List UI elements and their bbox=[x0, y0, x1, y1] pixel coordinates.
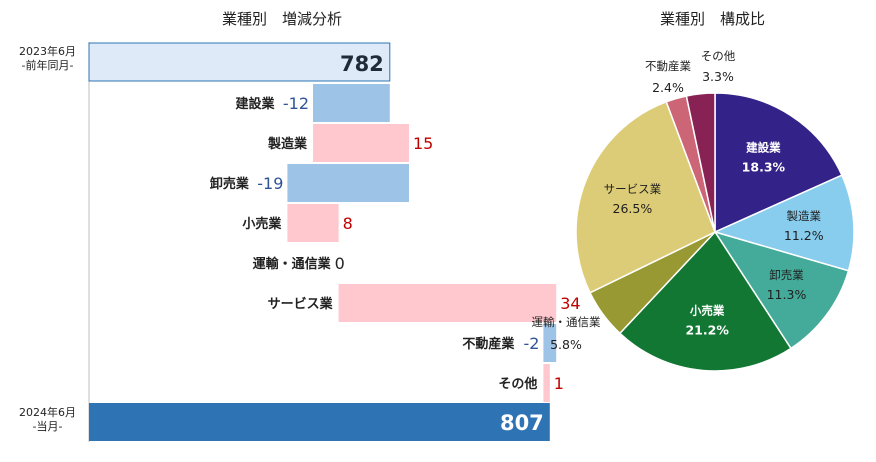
pie-category-label: 小売業 bbox=[689, 304, 725, 318]
waterfall-category-label: 建設業 bbox=[235, 96, 275, 112]
waterfall-category-label: 不動産業 bbox=[462, 336, 515, 352]
waterfall-category-label: その他 bbox=[498, 376, 537, 392]
pie-category-label: 建設業 bbox=[746, 140, 781, 154]
pie-category-label: 製造業 bbox=[786, 209, 821, 223]
pie-percent-label: 18.3% bbox=[742, 159, 786, 174]
waterfall-value-label: 8 bbox=[343, 214, 353, 233]
waterfall-bar bbox=[313, 124, 409, 162]
pie-percent-label: 11.3% bbox=[767, 287, 807, 302]
waterfall-category-label: サービス業 bbox=[268, 296, 334, 312]
pie-percent-label: 21.2% bbox=[685, 323, 729, 338]
waterfall-value-label: -12 bbox=[283, 94, 309, 113]
pie-category-label: 不動産業 bbox=[645, 59, 691, 73]
pie-slice bbox=[713, 230, 850, 350]
waterfall-bar bbox=[543, 364, 550, 402]
pie-slice bbox=[714, 92, 843, 234]
pie-category-label: サービス業 bbox=[604, 182, 662, 196]
waterfall-end-value: 807 bbox=[500, 411, 544, 435]
pie-percent-label: 26.5% bbox=[613, 201, 653, 216]
pie-slice bbox=[618, 230, 792, 372]
waterfall-category-label: 小売業 bbox=[242, 216, 282, 232]
waterfall-bar bbox=[287, 164, 409, 202]
pie-slice bbox=[575, 100, 716, 294]
waterfall-category-label: 製造業 bbox=[267, 136, 308, 152]
waterfall-title: 業種別 増減分析 bbox=[222, 10, 343, 28]
waterfall-value-label: 1 bbox=[554, 374, 564, 393]
end-period-label: 2024年6月 -当月- bbox=[10, 406, 85, 434]
end-period-line1: 2024年6月 bbox=[19, 406, 76, 419]
end-period-line2: -当月- bbox=[32, 420, 63, 433]
start-period-line1: 2023年6月 bbox=[19, 45, 76, 58]
pie-percent-label: 11.2% bbox=[784, 228, 824, 243]
pie-percent-label: 3.3% bbox=[702, 69, 734, 84]
waterfall-end-bar bbox=[89, 403, 550, 441]
waterfall-category-label: 卸売業 bbox=[210, 176, 250, 192]
pie-title: 業種別 構成比 bbox=[660, 10, 766, 28]
pie-percent-label: 2.4% bbox=[652, 80, 684, 95]
pie-percent-label: 5.8% bbox=[550, 337, 582, 352]
waterfall-value-label: -19 bbox=[257, 174, 283, 193]
waterfall-category-label: 運輸・通信業 bbox=[253, 256, 332, 272]
waterfall-value-label: -2 bbox=[523, 334, 539, 353]
waterfall-value-label: 34 bbox=[560, 294, 580, 313]
waterfall-bar bbox=[338, 284, 557, 322]
pie-slice bbox=[712, 174, 855, 272]
waterfall-value-label: 15 bbox=[413, 134, 433, 153]
waterfall-bar bbox=[313, 84, 390, 122]
pie-slice bbox=[685, 92, 716, 233]
waterfall-start-value: 782 bbox=[340, 52, 384, 76]
pie-category-label: その他 bbox=[701, 49, 736, 63]
pie-category-label: 卸売業 bbox=[769, 268, 804, 282]
pie-category-label: 運輸・通信業 bbox=[532, 315, 601, 329]
start-period-label: 2023年6月 -前年同月- bbox=[10, 45, 85, 73]
waterfall-bar bbox=[287, 204, 339, 242]
waterfall-bar bbox=[543, 324, 557, 362]
waterfall-value-label: 0 bbox=[335, 254, 345, 273]
start-period-line2: -前年同月- bbox=[21, 59, 74, 72]
waterfall-start-bar bbox=[88, 42, 391, 82]
